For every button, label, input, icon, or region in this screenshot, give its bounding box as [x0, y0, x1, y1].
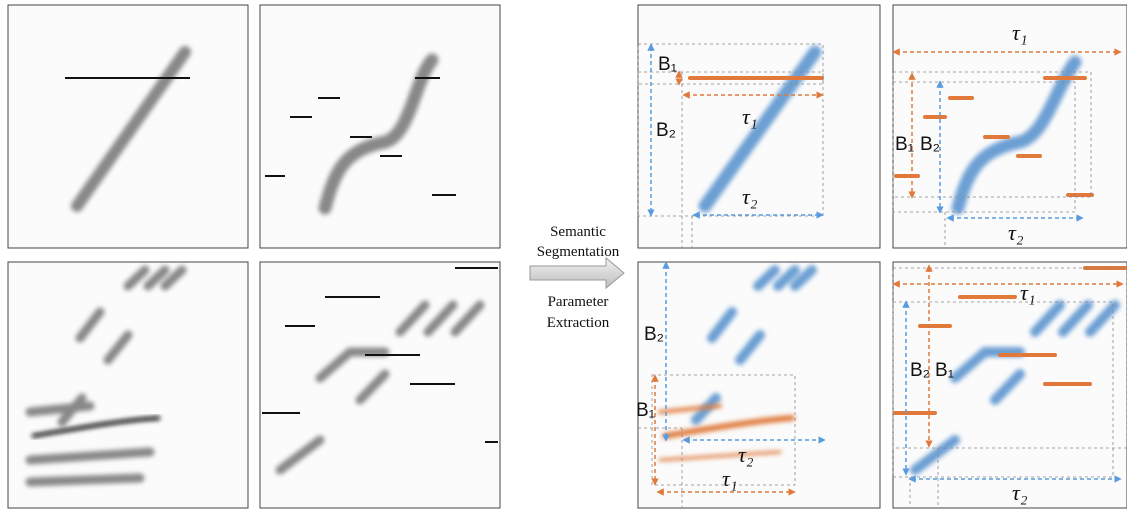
label: B₁: [658, 54, 677, 75]
result-panel: τ₁ B₂ B₁ τ₂: [893, 262, 1127, 508]
result-panel: τ₁ B₁ B₂ τ₂: [893, 5, 1127, 248]
label: B₂: [644, 324, 664, 345]
label: B₁: [636, 400, 655, 421]
label: τ₁: [722, 466, 738, 491]
label: B₁: [935, 360, 954, 381]
label: B₂: [910, 360, 930, 381]
input-panel: [260, 262, 500, 508]
caption: Parameter: [548, 294, 609, 310]
input-panel: [260, 5, 500, 248]
label: B₂: [656, 120, 676, 141]
label: τ₂: [742, 184, 758, 209]
result-panel: B₂ B₁ τ₂ τ₁: [636, 262, 880, 508]
shape: [893, 5, 1127, 248]
input-panel: [8, 262, 248, 508]
shape: [30, 406, 90, 412]
label: B₁: [895, 134, 914, 155]
label: τ₂: [738, 442, 754, 467]
label: B₂: [920, 134, 940, 155]
label: τ₁: [1020, 280, 1036, 305]
input-panel: [8, 5, 248, 248]
process-arrow: [530, 258, 624, 288]
shape: [30, 478, 140, 482]
caption: Segmentation: [537, 244, 620, 260]
shape: [638, 262, 880, 508]
label: τ₁: [742, 104, 758, 129]
result-panel: B₁ B₂ τ₁ τ₂: [638, 5, 880, 248]
shape: [260, 5, 500, 248]
label: τ₁: [1012, 20, 1028, 45]
caption: Semantic: [550, 224, 606, 240]
caption: Extraction: [547, 315, 610, 331]
figure: Semantic Segmentation Parameter Extracti…: [0, 0, 1127, 510]
shape: [8, 262, 248, 508]
label: τ₂: [1008, 220, 1024, 245]
label: τ₂: [1012, 480, 1028, 505]
